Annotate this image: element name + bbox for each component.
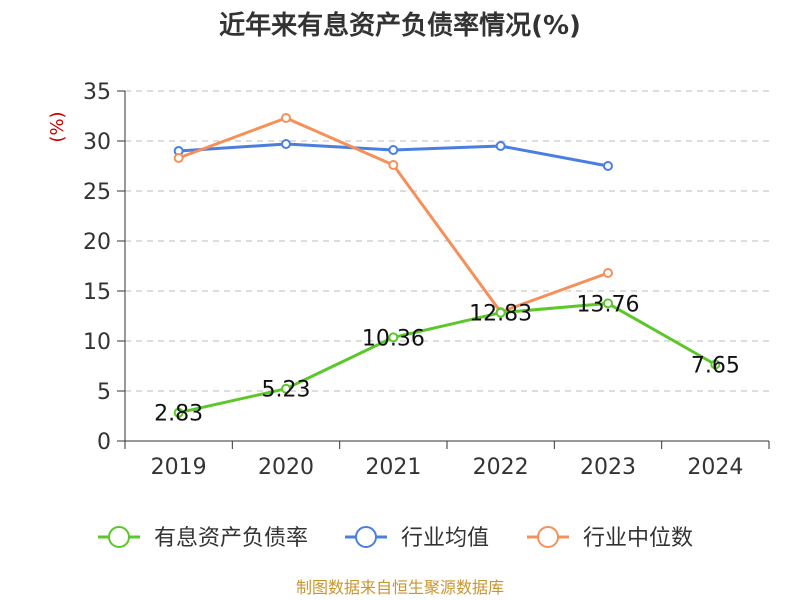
legend-label: 行业均值 [401,526,489,551]
data-point [495,141,506,151]
legend-marker [355,526,377,548]
data-label: 5.23 [262,378,311,403]
data-point [281,113,291,123]
y-tick-label: 20 [83,230,111,255]
y-tick-label: 35 [83,80,111,105]
data-point [173,153,184,163]
y-tick-label: 10 [83,330,111,355]
x-tick-label: 2020 [258,455,314,480]
y-tick-label: 30 [83,130,111,155]
chart-title: 近年来有息资产负债率情况(%) [219,10,581,41]
data-label: 12.83 [469,302,532,327]
x-tick-label: 2021 [365,455,421,480]
series-group [173,113,721,418]
x-tick-label: 2023 [580,455,636,480]
data-point [710,359,721,370]
legend-marker [108,526,130,548]
x-tick-label: 2019 [151,455,207,480]
data-point [603,268,613,278]
legend-marker [537,526,559,548]
data-label: 7.65 [691,354,740,379]
data-point [281,139,291,149]
data-point [388,332,399,343]
data-point [173,407,184,418]
y-tick-label: 0 [97,430,111,455]
legend-label: 有息资产负债率 [154,526,308,551]
data-label: 2.83 [154,402,203,427]
y-tick-label: 25 [83,180,111,205]
data-point [495,307,506,318]
data-point [388,160,399,170]
data-point [281,383,291,394]
axes: 0 5 10 15 20 25 30 35 2019 2020 2021 2022 2023 2024 [83,80,770,480]
y-tick-label: 5 [97,380,111,405]
y-tick-label: 15 [83,280,111,305]
y-axis-label: (%) [47,111,68,142]
source-note: 制图数据来自恒生聚源数据库 [296,578,504,597]
x-tick-label: 2024 [687,455,743,480]
data-labels: 2.83 5.23 10.36 12.83 13.76 7.65 [154,292,740,426]
data-point [388,145,399,155]
data-point [603,161,613,171]
data-label: 10.36 [362,326,425,351]
data-point [603,298,613,309]
x-tick-label: 2022 [473,455,529,480]
data-label: 13.76 [577,292,640,317]
legend-label: 行业中位数 [583,526,693,551]
series-line [178,301,717,415]
legend: 有息资产负债率 行业均值 行业中位数 [98,526,693,551]
